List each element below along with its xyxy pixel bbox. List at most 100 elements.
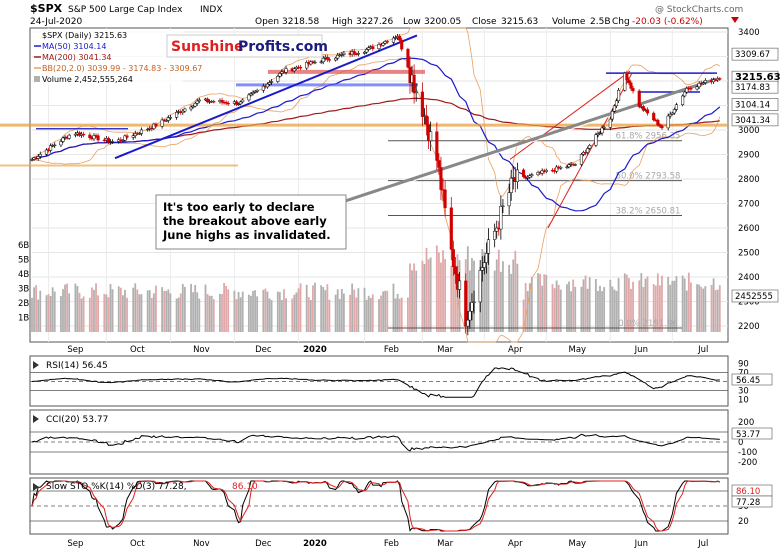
fib-label: 50.0% 2793.58 [616, 172, 681, 182]
volume-bar [82, 296, 85, 332]
candle-body [685, 88, 689, 93]
price-candle [658, 123, 662, 128]
candle-body [137, 133, 141, 135]
price-tag: 2452555 [731, 289, 779, 303]
candle-body [629, 82, 633, 89]
volume-bar [512, 259, 515, 332]
candle-body [466, 319, 470, 327]
price-tick-label: 2800 [738, 175, 760, 185]
volume-bar [283, 289, 285, 332]
volume-bar [526, 291, 529, 332]
month-label: Jun [634, 539, 648, 549]
volume-bar [68, 293, 71, 332]
volume-bar [74, 283, 77, 332]
volume-bar [97, 295, 99, 332]
volume-bar [192, 292, 195, 332]
volume-bar [485, 267, 488, 332]
volume-bar [109, 284, 112, 332]
trend-lines [0, 34, 728, 229]
volume-bar [609, 279, 612, 332]
down-arrow-icon [731, 17, 739, 23]
volume-bar [51, 287, 54, 332]
candle-body [175, 112, 179, 118]
candle-body [164, 120, 168, 122]
cci-tag: 53.77 [731, 427, 773, 440]
price-candle [614, 98, 619, 109]
price-candle [123, 134, 127, 142]
volume-bar [167, 289, 170, 332]
volume-bar [495, 259, 498, 332]
osc-tick-label: 90 [738, 360, 749, 370]
volume-bar [80, 298, 83, 332]
price-candle [30, 157, 34, 162]
volume-bar [557, 284, 560, 332]
price-candle [522, 168, 526, 179]
volume-bar [450, 265, 453, 332]
cci-panel [29, 409, 729, 475]
candle-body [424, 115, 429, 125]
volume-bar [148, 290, 151, 332]
candle-body [241, 99, 245, 103]
osc-tick-label: 0 [738, 438, 743, 448]
candle-body [154, 123, 158, 127]
brand-part2: Profits.com [238, 39, 328, 55]
candle-body [602, 127, 606, 129]
price-candle [515, 162, 519, 189]
volume-bar [76, 286, 79, 332]
volume-bar [357, 288, 360, 332]
volume-bar [241, 291, 244, 332]
candle-body [131, 135, 135, 138]
volume-bar [266, 291, 269, 332]
legend-volume: Volume 2,452,555,264 [42, 75, 133, 84]
price-candle [226, 100, 230, 106]
volume-bar [307, 297, 310, 332]
volume-bar [704, 286, 707, 332]
candle-body [588, 145, 592, 149]
price-candle [166, 115, 170, 123]
volume-bar [396, 293, 399, 332]
price-candle [73, 131, 77, 138]
price-tag-box [731, 47, 779, 61]
volume-bar [254, 290, 256, 332]
volume-bar [382, 291, 385, 332]
price-candle [44, 148, 49, 157]
volume-bar [642, 287, 645, 332]
price-tag: 3174.83 [731, 80, 779, 94]
price-candle [206, 97, 210, 104]
price-candle [261, 83, 265, 93]
price-candle [321, 55, 325, 65]
volume-bar [638, 280, 641, 332]
price-candle [292, 66, 296, 73]
price-tick-label: 2400 [738, 273, 760, 283]
volume-bar [62, 289, 64, 332]
price-candle [146, 127, 150, 132]
month-label: Apr [508, 539, 523, 549]
price-candle [449, 197, 453, 261]
month-label: Jul [697, 345, 708, 355]
volume-bar [35, 285, 38, 332]
price-candle [377, 42, 381, 51]
volume-bar [599, 285, 601, 332]
candle-body [612, 105, 617, 112]
price-candle [385, 39, 389, 44]
price-candle [420, 82, 424, 127]
candle-body [166, 117, 170, 121]
volume-bar [353, 289, 356, 332]
volume-bar [66, 283, 69, 332]
volume-bar [530, 276, 533, 332]
candle-body [342, 52, 346, 55]
price-candle [674, 102, 678, 112]
red-rising-line [509, 70, 631, 160]
volume-bar [683, 278, 686, 332]
volume-bar [628, 278, 630, 332]
volume-bar [334, 294, 337, 332]
candle-body [623, 72, 627, 91]
volume-bar [487, 250, 490, 332]
volume-bar [293, 294, 296, 332]
candle-body [284, 68, 288, 73]
price-candle [270, 79, 274, 85]
month-label: May [568, 539, 586, 549]
candle-body [365, 49, 369, 53]
price-candle [507, 183, 511, 215]
